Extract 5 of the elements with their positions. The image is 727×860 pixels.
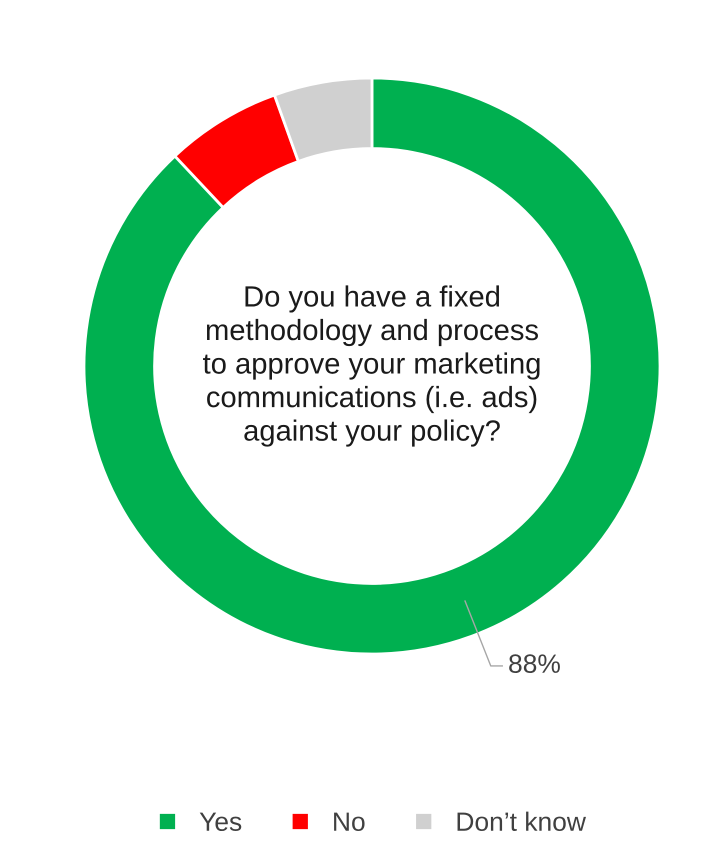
text: Do you have a fixed methodology and process to approve your marketing communications (i.e. ads) against your policy? <box>203 285 540 447</box>
legend-label: Yes <box>200 812 242 832</box>
data-label: 88% <box>509 654 560 673</box>
legend-label: Don’t know <box>458 812 586 832</box>
legend-label: No <box>334 812 365 832</box>
